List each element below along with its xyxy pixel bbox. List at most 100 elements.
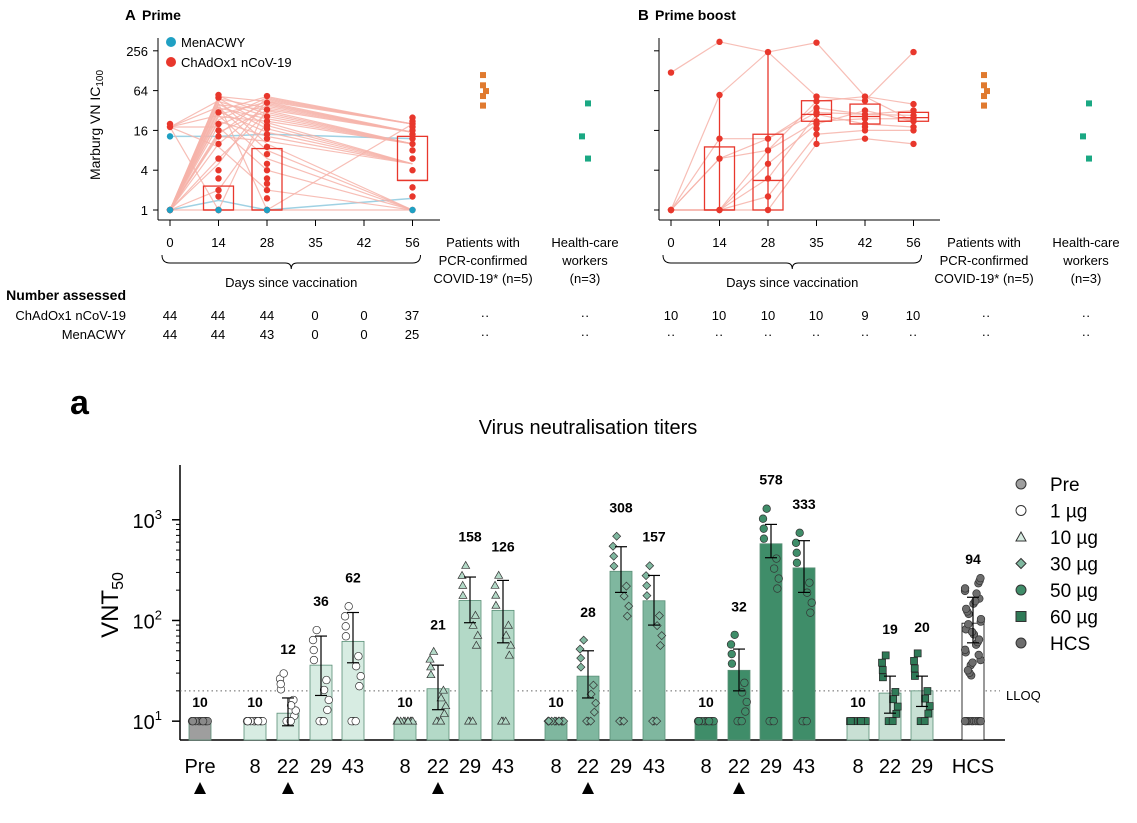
data-point [253, 717, 263, 726]
data-point [468, 620, 478, 629]
data-point [769, 717, 778, 726]
x-tick-label: 22 [277, 756, 299, 778]
bar-value-label: 578 [759, 472, 783, 488]
data-point [612, 531, 622, 541]
y-tick-label: 1 [141, 203, 148, 218]
data-point [762, 504, 771, 513]
data-point [920, 717, 929, 726]
cell-a: 37 [405, 308, 419, 323]
point [813, 140, 820, 148]
data-point [426, 669, 436, 679]
data-point [730, 630, 739, 640]
subject-line [169, 109, 413, 211]
data-point [619, 716, 629, 726]
panel-a-title: Prime [142, 7, 181, 23]
point [263, 99, 271, 106]
group-label-hcw: workers [1062, 253, 1109, 268]
data-point [609, 551, 619, 561]
cell-a: 0 [360, 327, 367, 342]
x-tick-label: 14 [211, 235, 225, 250]
data-point [354, 652, 363, 661]
data-point [609, 561, 619, 571]
row-label: ChAdOx1 nCoV-19 [15, 308, 126, 323]
data-point [652, 716, 662, 726]
x-tick-label: HCS [952, 756, 994, 778]
point [263, 175, 271, 182]
panel-a-axes: 1 4 16 64 256 [126, 38, 440, 221]
x-tick-label: 29 [610, 756, 632, 778]
point [813, 104, 820, 112]
subject-line [671, 129, 914, 211]
covid-point [981, 72, 987, 79]
x-tick-label: 8 [399, 756, 410, 778]
subject-line [169, 114, 413, 211]
cell-b: 10 [809, 308, 823, 323]
point [263, 150, 271, 158]
subject-line [671, 138, 914, 211]
data-point [774, 574, 783, 583]
data-point [742, 697, 751, 707]
data-point [506, 640, 516, 649]
data-point [286, 717, 295, 726]
x-tick-label: 22 [728, 756, 750, 778]
cell-a: 44 [163, 308, 177, 323]
group-label-covid: Patients with [446, 235, 520, 250]
cell-b: ·· [812, 327, 821, 342]
group-label-covid: PCR-confirmed [940, 253, 1029, 268]
bar-value-label: 157 [642, 529, 666, 545]
data-point [501, 716, 511, 725]
x-tick-label: 42 [858, 235, 872, 250]
data-point [641, 571, 651, 581]
data-point [795, 528, 804, 537]
covid-point [981, 82, 987, 89]
point [409, 167, 416, 174]
data-point [921, 694, 929, 703]
x-tick-label: 35 [809, 235, 823, 250]
tick-exp: 1 [155, 708, 162, 723]
data-point [286, 701, 296, 710]
data-point [807, 598, 816, 607]
point [861, 135, 869, 142]
bar-value-label: 10 [247, 694, 263, 710]
point [263, 180, 271, 187]
data-point [588, 680, 598, 690]
x-tick-label: 43 [342, 756, 364, 778]
dose-marker-icon [733, 782, 745, 794]
bottom-letter: a [70, 384, 90, 422]
cell-b: ·· [861, 327, 870, 342]
point [861, 107, 869, 114]
point [716, 38, 723, 46]
panel-a-ylabel: Marburg VN IC100 [87, 70, 106, 180]
data-point [576, 653, 586, 663]
cell-b: ·· [764, 327, 773, 342]
data-point [968, 658, 977, 667]
ylabel-vnt: VNT [97, 590, 124, 638]
data-point [439, 708, 449, 717]
bottom-plot: 10 Pre 10 8 12 22 36 29 62 43 10 8 21 22 158 29 126 43 10 8… [184, 472, 994, 794]
data-point [490, 580, 500, 589]
point [263, 160, 271, 167]
bar-value-label: 333 [792, 496, 816, 512]
menacwy-point [263, 206, 271, 214]
data-point [769, 564, 779, 573]
data-point [737, 717, 746, 726]
panel-b-x-axis: 0 14 28 35 42 56 Days since vaccination Patient… [662, 220, 1120, 290]
bar-value-label: 10 [397, 694, 413, 710]
ylabel-vnt-sub: 50 [110, 572, 127, 590]
x-brace [662, 254, 922, 270]
y-tick-label: 64 [134, 84, 148, 99]
data-point [319, 685, 329, 695]
data-point [503, 620, 514, 629]
bar [759, 543, 783, 741]
bar-value-label: 10 [698, 694, 714, 710]
cell-b: ·· [909, 327, 918, 342]
x-tick-label: Pre [184, 756, 215, 778]
data-point [891, 688, 900, 696]
bar-value-label: 10 [548, 694, 564, 710]
cell-b: 10 [906, 308, 920, 323]
tick-exp: 3 [155, 507, 162, 522]
bar-value-label: 308 [609, 499, 633, 515]
cell-b: 9 [861, 308, 868, 323]
data-point [740, 678, 749, 687]
x-tick-label: 43 [643, 756, 665, 778]
